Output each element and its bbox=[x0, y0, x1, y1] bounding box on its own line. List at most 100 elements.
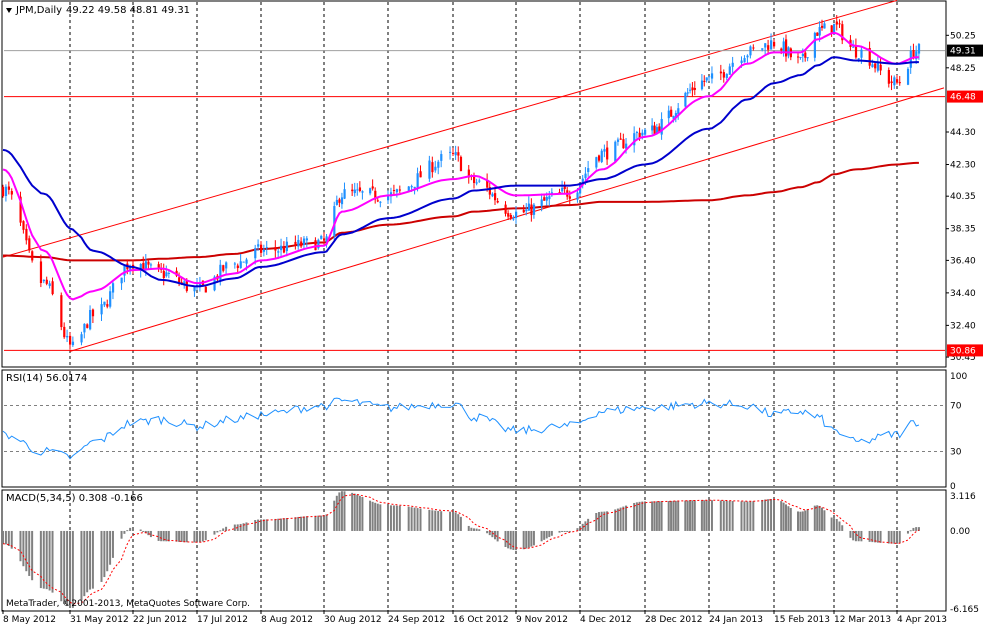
candle-body bbox=[139, 263, 142, 271]
macd-bar bbox=[126, 530, 129, 532]
macd-bar bbox=[91, 530, 94, 589]
candle-body bbox=[728, 66, 731, 75]
candle-body bbox=[265, 247, 268, 249]
candle-body bbox=[653, 125, 656, 135]
macd-bar bbox=[651, 501, 654, 531]
time-axis: 8 May 2012 31 May 2012 22 Jun 2012 17 Jul 2… bbox=[2, 610, 947, 625]
time-tick-label: 16 Oct 2012 bbox=[453, 615, 509, 625]
candle-body bbox=[19, 196, 22, 223]
candle-body bbox=[257, 244, 260, 247]
macd-bar bbox=[343, 491, 346, 531]
macd-bar bbox=[262, 519, 265, 531]
macd-bar bbox=[185, 530, 188, 543]
candle-body bbox=[857, 58, 860, 60]
macd-bar bbox=[358, 495, 361, 531]
candle-body bbox=[797, 56, 800, 58]
macd-bar bbox=[719, 500, 722, 531]
macd-bar bbox=[285, 518, 288, 531]
macd-bar bbox=[740, 501, 743, 531]
macd-bar bbox=[66, 530, 69, 607]
candle-body bbox=[7, 186, 11, 190]
candle-body bbox=[740, 60, 743, 64]
macd-bar bbox=[294, 517, 297, 531]
macd-bar bbox=[543, 530, 546, 540]
candle-body bbox=[183, 281, 186, 285]
candle-body bbox=[25, 228, 28, 241]
candle-body bbox=[830, 25, 833, 33]
candle-body bbox=[340, 197, 344, 205]
macd-bar bbox=[392, 505, 395, 531]
chart-menu-triangle-icon[interactable] bbox=[6, 8, 12, 13]
macd-bar bbox=[265, 519, 268, 531]
rsi-tick-label: 0 bbox=[950, 482, 956, 492]
macd-bar bbox=[512, 530, 515, 550]
macd-panel[interactable] bbox=[1, 489, 947, 612]
macd-bar bbox=[579, 526, 581, 531]
candle-body bbox=[719, 71, 723, 74]
candle-body bbox=[162, 270, 165, 278]
macd-bar bbox=[374, 502, 377, 531]
rsi-panel[interactable] bbox=[1, 369, 947, 488]
macd-bar bbox=[773, 498, 775, 531]
price-channel[interactable] bbox=[2, 0, 945, 352]
candle-body bbox=[320, 235, 323, 239]
macd-bar bbox=[890, 530, 893, 544]
price-tick-label: 38.35 bbox=[950, 225, 976, 235]
macd-bar bbox=[175, 530, 178, 542]
macd-bar bbox=[111, 530, 114, 558]
time-tick-label: 15 Feb 2013 bbox=[774, 615, 830, 625]
candle-body bbox=[749, 46, 752, 56]
macd-bar bbox=[789, 507, 792, 531]
macd-bar bbox=[658, 501, 661, 531]
ma-short-path bbox=[2, 31, 919, 301]
price-tick-label: 34.40 bbox=[950, 289, 976, 299]
candle-body bbox=[731, 62, 734, 67]
candle-body bbox=[532, 204, 536, 215]
hline-price-label: 30.86 bbox=[950, 346, 976, 356]
macd-bar bbox=[86, 530, 89, 593]
candle-body bbox=[285, 241, 288, 252]
rsi-line bbox=[2, 397, 920, 460]
macd-bar bbox=[19, 530, 22, 562]
macd-bar bbox=[440, 511, 443, 531]
macd-bar bbox=[338, 492, 341, 531]
macd-bar bbox=[804, 510, 807, 531]
candle-body bbox=[660, 118, 663, 135]
candle-body bbox=[522, 209, 525, 213]
candle-body bbox=[333, 206, 336, 237]
candle-body bbox=[689, 89, 692, 91]
candle-body bbox=[710, 73, 714, 79]
candle-body bbox=[525, 209, 528, 212]
candle-body bbox=[782, 41, 785, 53]
candle-body bbox=[806, 57, 809, 59]
channel-line-upper bbox=[2, 0, 898, 258]
macd-bar bbox=[841, 525, 844, 531]
macd-bar bbox=[752, 501, 755, 531]
candle-body bbox=[379, 201, 382, 203]
macd-bar bbox=[254, 520, 257, 531]
candle-body bbox=[635, 132, 639, 134]
macd-bar bbox=[356, 494, 359, 531]
macd-bar bbox=[2, 530, 4, 544]
candle-body bbox=[395, 189, 399, 193]
macd-bar bbox=[89, 530, 92, 590]
macd-bar bbox=[633, 502, 636, 531]
price-tick-label: 44.30 bbox=[950, 128, 976, 138]
candle-body bbox=[860, 49, 863, 58]
candle-body bbox=[392, 189, 396, 191]
macd-bar bbox=[813, 505, 816, 531]
macd-bar bbox=[376, 503, 379, 531]
candle-body bbox=[813, 32, 816, 58]
candle-body bbox=[684, 93, 687, 107]
candle-body bbox=[708, 76, 711, 78]
candle-body bbox=[725, 73, 728, 79]
candle-body bbox=[219, 264, 222, 280]
macd-bar bbox=[449, 511, 452, 531]
candle-body bbox=[66, 335, 69, 338]
macd-bar bbox=[100, 530, 103, 582]
macd-bar bbox=[852, 530, 855, 541]
candle-body bbox=[51, 281, 54, 295]
macd-bar bbox=[625, 505, 628, 531]
rsi-path bbox=[2, 397, 920, 460]
